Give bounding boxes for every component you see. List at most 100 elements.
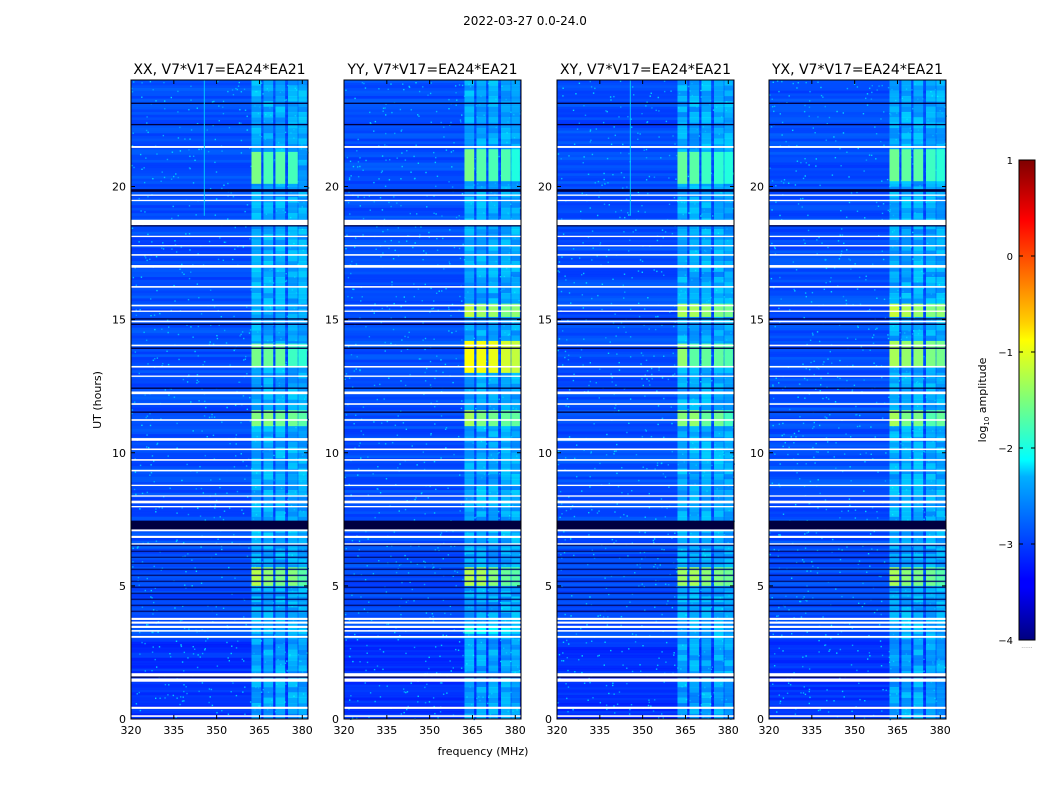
heatmap-row: [131, 197, 308, 201]
heatmap-row: [344, 415, 521, 419]
noise-pixel: [570, 508, 572, 510]
heatmap-row: [344, 423, 521, 427]
noise-pixel: [417, 162, 420, 164]
heatmap-row: [344, 332, 521, 336]
subband-cell: [511, 202, 520, 209]
subband-cell: [501, 697, 511, 704]
heatmap-row: [344, 213, 521, 217]
noise-pixel: [240, 421, 242, 424]
noise-pixel: [441, 290, 443, 292]
noise-pixel: [176, 447, 178, 449]
noise-pixel: [209, 188, 212, 190]
subband-cell: [488, 202, 499, 209]
noise-pixel: [144, 255, 146, 257]
noise-pixel: [637, 210, 640, 213]
noise-pixel: [231, 541, 233, 544]
heatmap-row: [131, 338, 308, 342]
subband-cell: [298, 692, 307, 698]
subband-cell: [501, 644, 511, 651]
noise-pixel: [447, 554, 450, 556]
noise-pixel: [262, 688, 265, 691]
x-tick-label: 335: [163, 724, 184, 737]
subband-cell: [251, 484, 262, 491]
noise-pixel: [173, 396, 176, 398]
noise-pixel: [236, 490, 239, 493]
noise-pixel: [646, 467, 648, 470]
noise-pixel: [214, 214, 217, 216]
noise-pixel: [424, 686, 426, 689]
heatmap-row: [131, 596, 308, 600]
subband-cell: [476, 649, 487, 656]
heatmap-row: [131, 351, 308, 355]
noise-pixel: [139, 653, 141, 655]
heatmap-row: [131, 639, 308, 643]
noise-pixel: [382, 107, 385, 110]
x-tick-label: 350: [419, 724, 440, 737]
noise-pixel: [159, 312, 161, 315]
noise-pixel: [711, 464, 713, 467]
subband-cell: [677, 106, 688, 113]
subband-cell: [488, 133, 499, 139]
bright-block: [501, 303, 511, 317]
noise-pixel: [155, 100, 157, 102]
dark-stripe: [344, 556, 521, 559]
subband-cell: [488, 223, 499, 230]
noise-pixel: [274, 634, 276, 636]
subband-cell: [501, 383, 511, 390]
subband-cell: [263, 319, 274, 326]
noise-pixel: [141, 606, 144, 608]
flagged-interval: [131, 235, 308, 238]
noise-pixel: [242, 691, 244, 693]
noise-pixel: [643, 308, 646, 310]
noise-pixel: [573, 281, 575, 284]
noise-pixel: [674, 373, 676, 375]
subband-cell: [476, 202, 487, 209]
subband-cell: [464, 639, 475, 645]
subband-cell: [263, 516, 274, 523]
subband-cell: [251, 649, 262, 656]
dark-stripe: [131, 520, 308, 530]
subband-cell: [511, 537, 520, 544]
subband-cell: [511, 181, 520, 187]
noise-pixel: [711, 379, 713, 382]
noise-pixel: [564, 275, 566, 277]
subband-cell: [677, 665, 688, 672]
flagged-interval: [131, 678, 308, 682]
subband-cell: [464, 506, 475, 512]
subband-cell: [275, 314, 286, 320]
noise-pixel: [207, 150, 210, 153]
subband-cell: [275, 431, 286, 438]
heatmap-row: [131, 106, 308, 110]
noise-pixel: [475, 407, 477, 410]
noise-pixel: [597, 655, 599, 657]
noise-pixel: [151, 669, 153, 672]
heatmap-row: [131, 229, 308, 233]
heatmap-row: [344, 178, 521, 182]
heatmap-row: [344, 300, 521, 304]
noise-pixel: [644, 429, 647, 431]
noise-pixel: [413, 646, 416, 649]
noise-pixel: [592, 247, 594, 249]
noise-pixel: [642, 384, 645, 387]
noise-pixel: [657, 96, 659, 99]
subband-cell: [251, 537, 262, 544]
noise-pixel: [213, 100, 215, 103]
heatmap-row: [557, 293, 734, 296]
subband-cell: [263, 500, 274, 507]
heatmap-row: [131, 601, 308, 605]
noise-pixel: [565, 639, 568, 642]
noise-pixel: [400, 130, 403, 132]
noise-pixel: [459, 257, 462, 260]
noise-pixel: [261, 385, 263, 388]
heatmap-row: [557, 540, 734, 544]
noise-pixel: [433, 212, 435, 214]
subband-cell: [288, 665, 298, 672]
noise-pixel: [434, 712, 436, 715]
heatmap-row: [557, 98, 734, 102]
heatmap-row: [344, 314, 521, 318]
noise-pixel: [660, 462, 663, 465]
subband-cell: [288, 479, 298, 485]
heatmap-row: [344, 466, 521, 470]
noise-pixel: [192, 264, 194, 266]
